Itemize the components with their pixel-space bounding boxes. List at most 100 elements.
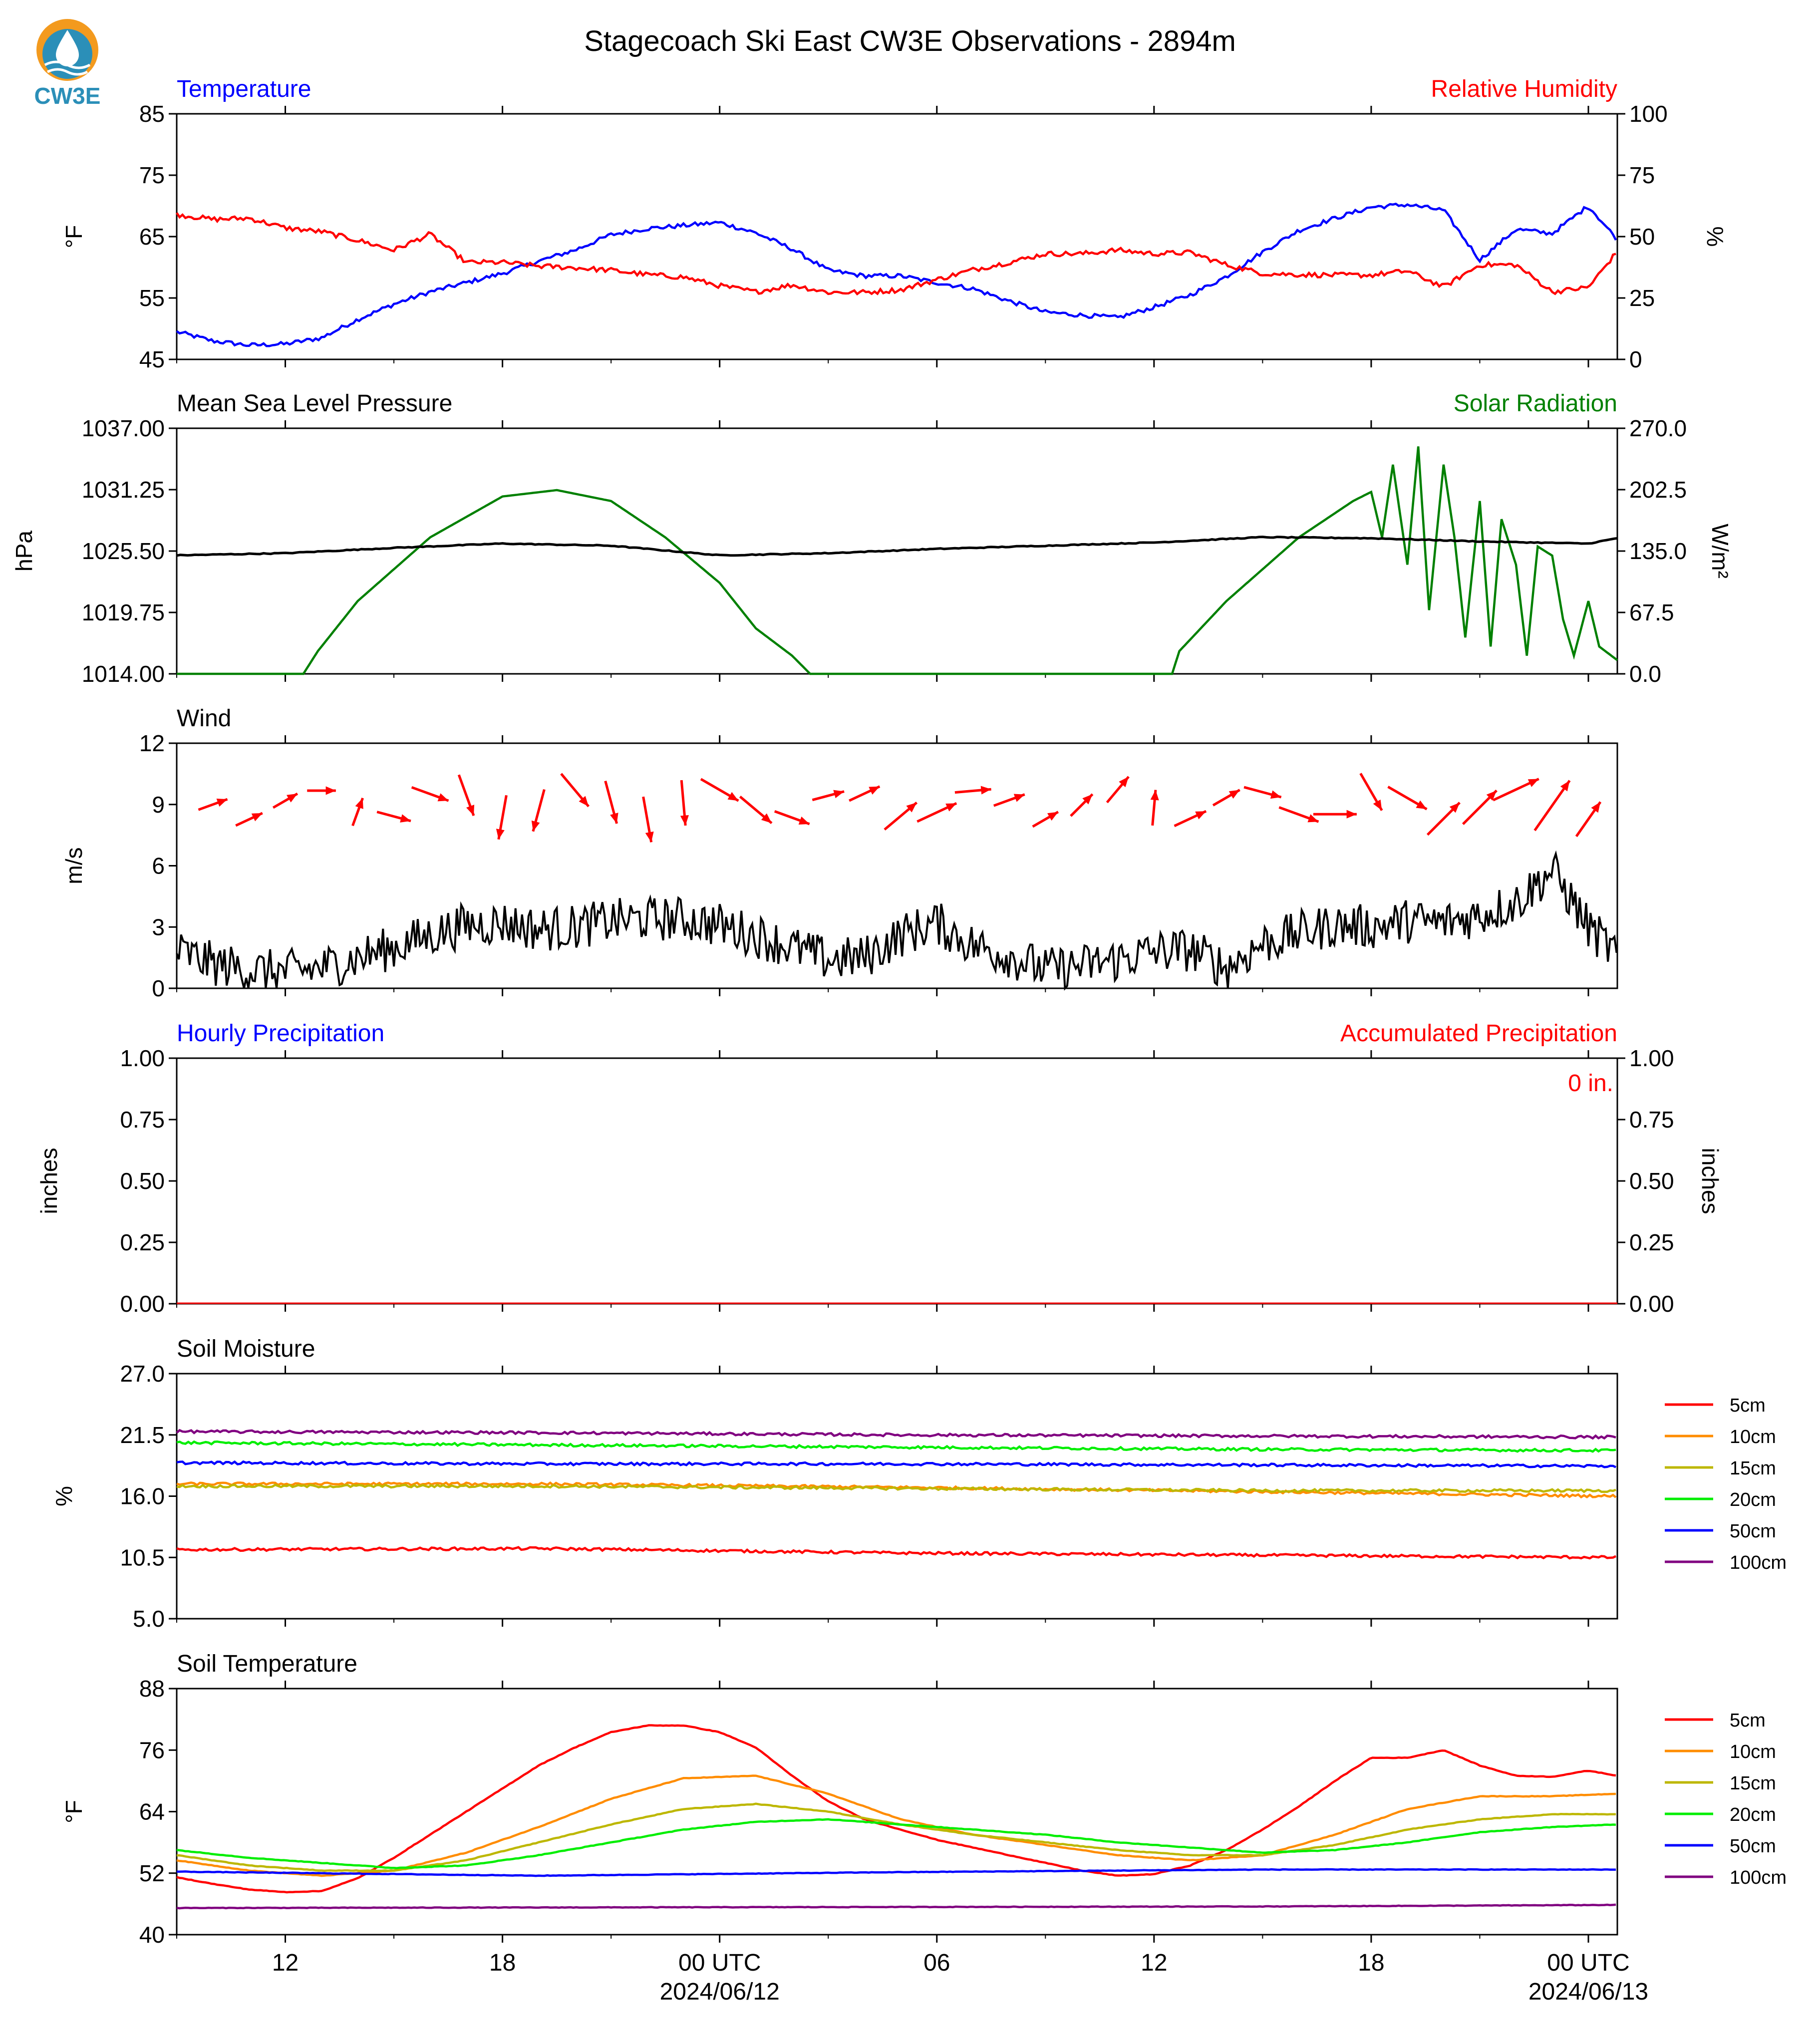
wind-direction-arrow xyxy=(411,786,449,802)
wind-arrow-head xyxy=(1560,780,1570,792)
y-axis-label-right: W/m² xyxy=(1707,524,1733,579)
soil-line-100cm xyxy=(176,1429,1616,1440)
legend-label: 15cm xyxy=(1730,1773,1776,1794)
y-tick-label-left: 6 xyxy=(152,853,165,879)
legend-label: 5cm xyxy=(1730,1395,1766,1416)
y-tick-label-left: 3 xyxy=(152,914,165,940)
wind-direction-arrow xyxy=(1493,778,1539,802)
soil-line-100cm xyxy=(176,1903,1616,1910)
y-tick-label-left: 76 xyxy=(139,1737,165,1763)
y-tick-label-right: 50 xyxy=(1629,224,1655,250)
wind-arrow-head xyxy=(496,829,505,840)
wind-direction-arrow xyxy=(774,810,810,826)
wind-direction-arrow xyxy=(1313,810,1357,819)
wind-direction-arrow xyxy=(1462,789,1498,825)
x-tick-label: 12 xyxy=(1141,1950,1167,1976)
y-tick-label-left: 75 xyxy=(139,162,165,188)
wind-direction-arrow xyxy=(531,789,546,832)
wind-arrow-head xyxy=(437,793,449,802)
wind-direction-arrow xyxy=(1150,790,1159,826)
wind-arrow-head xyxy=(869,786,880,795)
y-tick-label-left: 45 xyxy=(139,346,165,372)
y-tick-label-right: 202.5 xyxy=(1629,477,1687,503)
wind-arrow-head xyxy=(1346,810,1357,819)
y-tick-label-right: 0.75 xyxy=(1629,1107,1674,1133)
panel-frame xyxy=(176,1057,1618,1305)
logo-droplet-icon xyxy=(56,30,79,66)
y-tick-label-right: 0.0 xyxy=(1629,661,1661,687)
wind-arrow-head xyxy=(1591,802,1601,813)
wind-arrow-head xyxy=(1119,777,1129,788)
wind-direction-arrow xyxy=(351,797,364,827)
wind-arrow-head xyxy=(1373,799,1382,811)
y-tick-label-left: 16.0 xyxy=(120,1483,165,1509)
y-tick-label-right: 1.00 xyxy=(1629,1045,1674,1071)
y-axis-label-left: % xyxy=(51,1486,77,1506)
y-tick-label-right: 270.0 xyxy=(1629,415,1687,441)
wind-arrow-head xyxy=(579,796,589,807)
wind-arrow-head xyxy=(216,799,228,807)
legend-label: 20cm xyxy=(1730,1489,1776,1510)
y-axis-label-left: °F xyxy=(61,1800,87,1823)
y-tick-label-left: 1031.25 xyxy=(82,477,165,503)
y-tick-label-left: 0.75 xyxy=(120,1107,165,1133)
y-tick-label-right: 25 xyxy=(1629,285,1655,311)
panel-title-left: Wind xyxy=(177,705,231,732)
x-tick-label: 00 UTC xyxy=(1547,1950,1629,1976)
wind-direction-arrow xyxy=(849,785,881,802)
wind-arrow-head xyxy=(1047,812,1058,821)
panel-title-right: Accumulated Precipitation xyxy=(1340,1020,1617,1047)
wind-direction-arrow xyxy=(496,795,508,840)
panel-frame xyxy=(176,113,1618,360)
wind-arrow-head xyxy=(610,813,618,824)
panel-wind: 0 3 6 9 12 Wind m/s xyxy=(61,705,1618,1001)
wind-arrow-head xyxy=(945,803,957,812)
pressure-line xyxy=(176,536,1618,557)
soil-line-50cm xyxy=(176,1460,1617,1468)
legend-label: 20cm xyxy=(1730,1804,1776,1825)
wind-direction-arrow xyxy=(642,796,654,843)
wind-direction-arrow xyxy=(680,780,689,826)
wind-arrow-head xyxy=(1307,814,1319,823)
x-tick-label: 00 UTC xyxy=(678,1950,761,1976)
y-tick-label-left: 0.00 xyxy=(120,1291,165,1317)
y-tick-label-left: 52 xyxy=(139,1860,165,1886)
wind-direction-arrow xyxy=(376,811,411,823)
y-tick-label-left: 12 xyxy=(139,730,165,756)
wind-direction-arrow xyxy=(457,774,475,816)
panel-title-right: Solar Radiation xyxy=(1454,390,1617,417)
wind-arrow-head xyxy=(1195,811,1207,820)
panel-title-right: Relative Humidity xyxy=(1431,76,1617,102)
y-tick-label-left: 85 xyxy=(139,101,165,127)
wind-arrow-head xyxy=(1013,794,1025,802)
wind-arrow-head xyxy=(251,813,263,822)
wind-arrow-head xyxy=(287,794,298,803)
x-tick-label: 12 xyxy=(272,1950,299,1976)
y-tick-label-right: 0.50 xyxy=(1629,1168,1674,1194)
wind-direction-arrow xyxy=(739,795,773,825)
panel-soil_moisture: 5.0 10.5 16.0 21.5 27.0 Soil Moisture% 5cm 10cm… xyxy=(51,1336,1787,1632)
y-tick-label-left: 65 xyxy=(139,224,165,250)
wind-arrow-head xyxy=(1449,802,1460,813)
y-axis-label-left: inches xyxy=(36,1148,62,1214)
wind-direction-arrow xyxy=(812,790,845,802)
panel-title-left: Hourly Precipitation xyxy=(177,1020,384,1047)
wind-arrow-head xyxy=(325,786,336,795)
y-tick-label-left: 40 xyxy=(139,1922,165,1948)
wind-arrow-head xyxy=(1527,779,1539,787)
y-tick-label-right: 100 xyxy=(1629,101,1668,127)
x-date-label: 2024/06/12 xyxy=(660,1979,780,2005)
y-tick-label-left: 1025.50 xyxy=(82,538,165,564)
legend: 5cm 10cm 15cm 20cm 50cm 100cm xyxy=(1665,1395,1787,1573)
panel-soil_temperature: 40 52 64 76 88 Soil Temperature °F 5cm 10cm 15cm 2… xyxy=(61,1651,1787,1948)
panel-frame xyxy=(176,1373,1618,1620)
legend-label: 10cm xyxy=(1730,1741,1776,1762)
y-tick-label-left: 0.25 xyxy=(120,1229,165,1255)
panel-temperature_humidity: 45 55 65 75 85 0 25 50 75 100 Temperature Relative … xyxy=(61,76,1728,372)
wind-arrow-head xyxy=(906,802,917,813)
wind-arrow-head xyxy=(761,813,772,824)
y-tick-label-left: 55 xyxy=(139,285,165,311)
chart-panels: 45 55 65 75 85 0 25 50 75 100 Temperature Relative … xyxy=(11,76,1787,2005)
y-axis-label-right: inches xyxy=(1697,1148,1723,1214)
panel-precipitation: 0.00 0.25 0.50 0.75 1.00 0.00 0.25 0.50 0.75 1.00… xyxy=(36,1020,1723,1317)
